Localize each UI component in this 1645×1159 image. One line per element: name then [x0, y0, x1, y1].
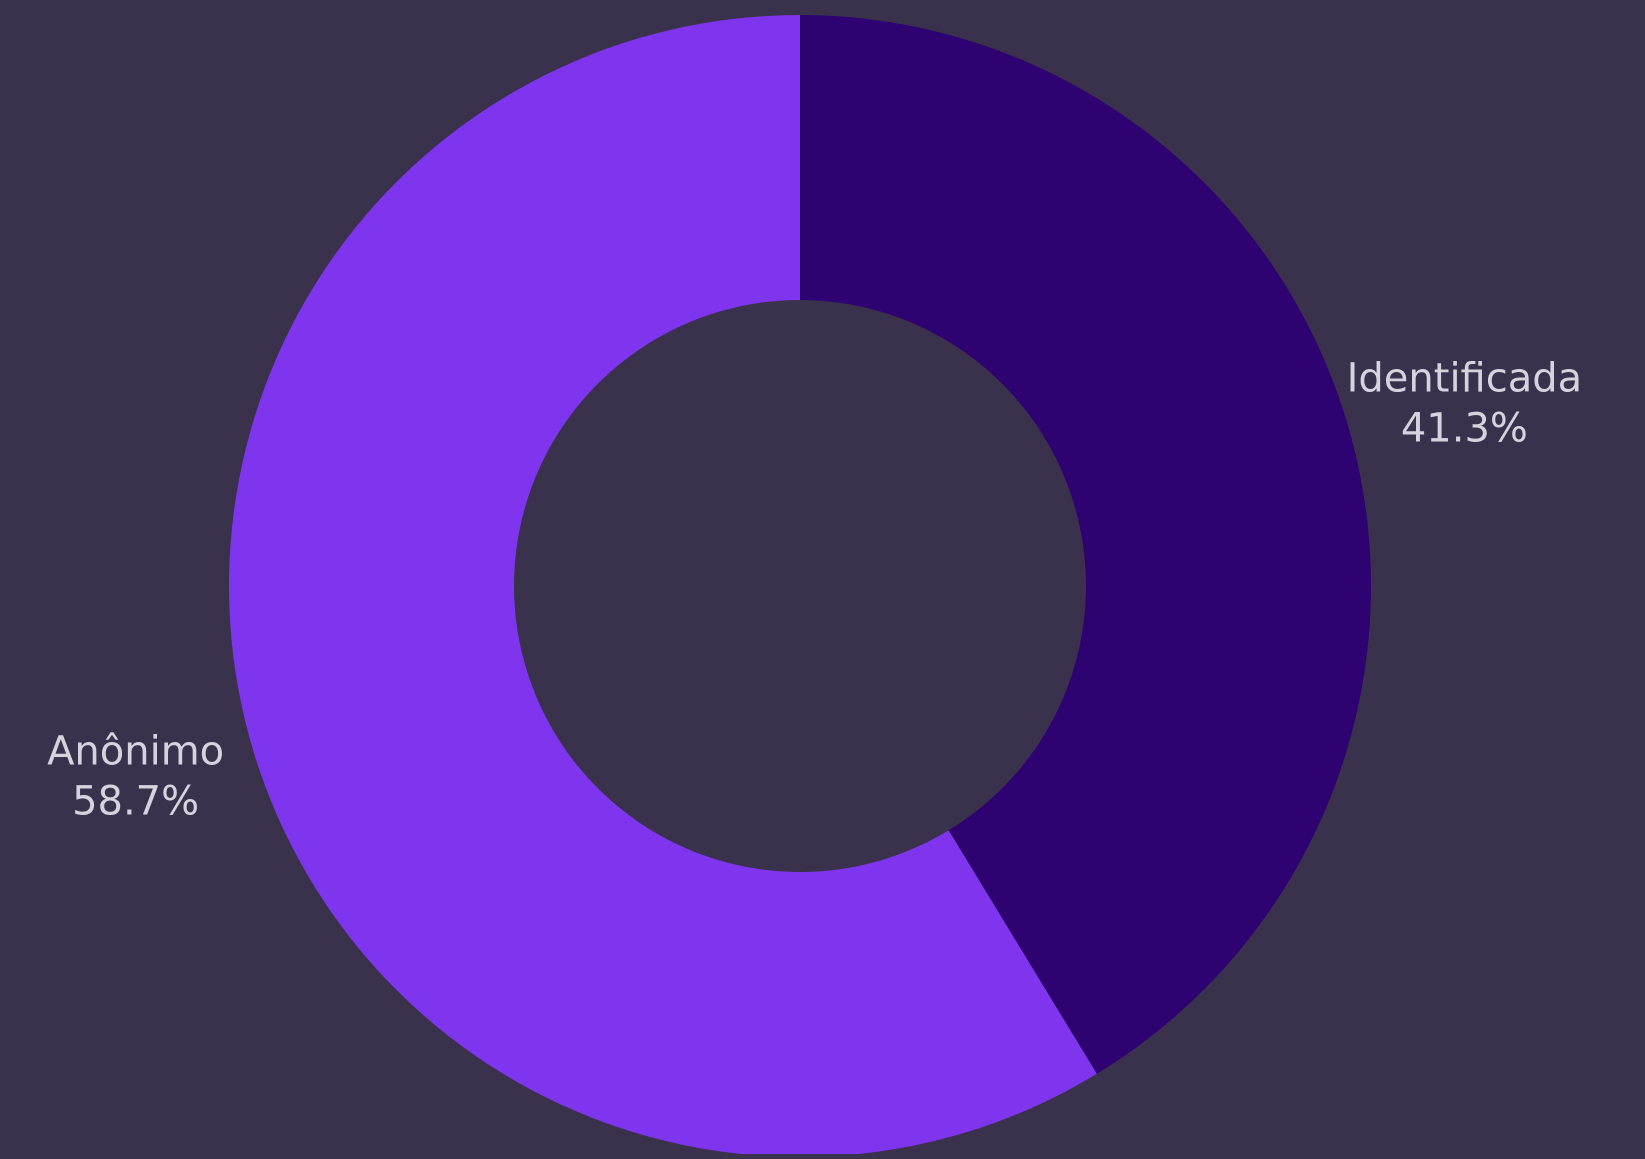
slice-label: Identificada 41.3%	[1347, 356, 1583, 452]
slice-label-value: 41.3%	[1401, 406, 1528, 452]
slice-anonimo	[228, 15, 1097, 1157]
slices-group	[228, 15, 1371, 1157]
slice-identificada	[800, 15, 1371, 1074]
labels-group: Identificada 41.3% Anônimo 58.7%	[47, 356, 1582, 825]
slice-label-name: Anônimo	[47, 728, 224, 774]
slice-label: Anônimo 58.7%	[47, 728, 224, 824]
slice-label-value: 58.7%	[72, 778, 199, 824]
slice-label-name: Identificada	[1347, 356, 1583, 402]
